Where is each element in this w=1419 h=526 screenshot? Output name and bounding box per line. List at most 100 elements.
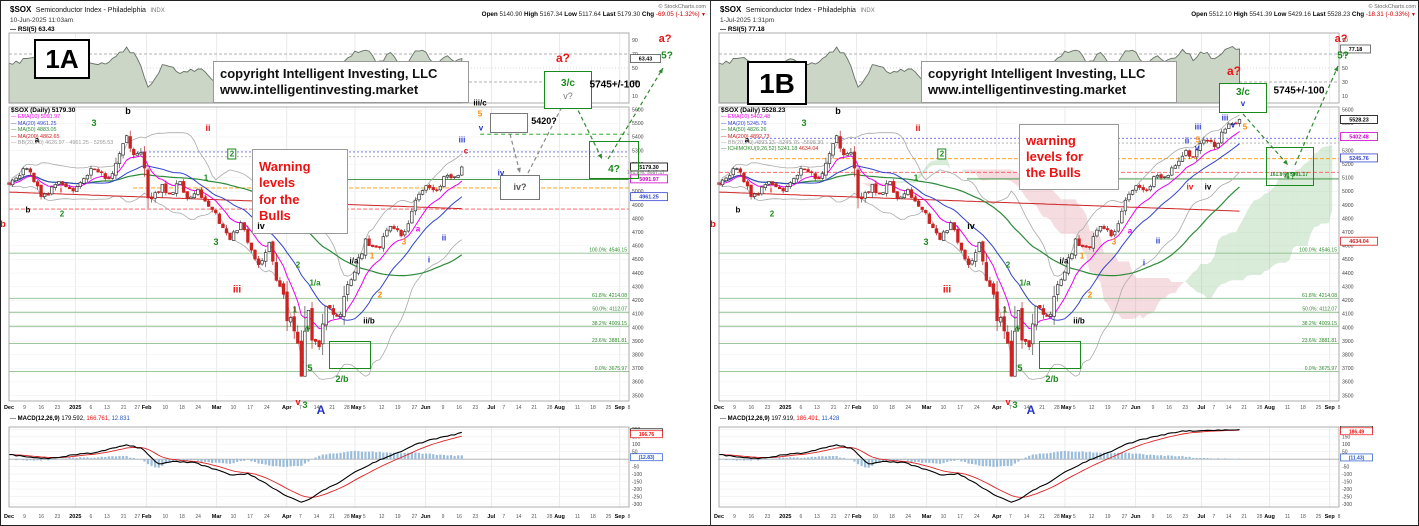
- x-tick-label: 17: [957, 405, 963, 411]
- svg-text:5600: 5600: [1342, 108, 1354, 114]
- symbol-name: Semiconductor Index - Philadelphia: [745, 7, 856, 14]
- x-tick-label: 9: [441, 514, 445, 520]
- svg-text:100: 100: [1342, 442, 1351, 448]
- x-tick-label: Jul: [1197, 405, 1206, 411]
- x-tick-label: 13: [104, 514, 110, 520]
- x-tick-label: Sep: [1324, 405, 1335, 411]
- x-tick-label: May: [350, 514, 362, 520]
- x-tick-label: Aug: [554, 514, 565, 520]
- price-panel: 100.0%: 4546.15 61.8%: 4214.08 50.0%: 4112…: [7, 106, 668, 402]
- x-tick-label: 27: [1121, 405, 1128, 411]
- x-tick-label: 14: [313, 514, 320, 520]
- x-tick-label: 16: [38, 405, 45, 411]
- x-tick-label: 12: [1088, 405, 1095, 411]
- svg-text:-150: -150: [632, 480, 642, 486]
- x-tick-label: Sep: [614, 514, 625, 520]
- x-tick-label: 18: [179, 514, 185, 520]
- x-tick-label: 7: [502, 514, 506, 520]
- svg-text:3600: 3600: [1342, 380, 1354, 386]
- svg-text:-50: -50: [632, 465, 639, 471]
- chart-header: $SOX Semiconductor Index - Philadelphia …: [10, 3, 165, 35]
- x-tick-label: 9: [733, 405, 736, 411]
- x-tick-label: Jul: [1197, 514, 1206, 520]
- x-tick-label: Sep: [614, 405, 625, 411]
- x-tick-label: 11: [1284, 405, 1291, 411]
- x-tick-label: 7: [1212, 514, 1216, 520]
- svg-text:23.6%: 3881.81: 23.6%: 3881.81: [592, 338, 627, 344]
- svg-text:38.2%: 4009.15: 38.2%: 4009.15: [1302, 321, 1337, 327]
- x-tick-label: 28: [1054, 514, 1060, 520]
- x-tick-label: 17: [247, 514, 253, 520]
- x-tick-label: 21: [1039, 405, 1045, 411]
- svg-text:-250: -250: [632, 495, 642, 501]
- svg-text:10: 10: [1342, 94, 1348, 100]
- svg-text:3700: 3700: [632, 366, 644, 372]
- x-tick-label: 14: [515, 514, 522, 520]
- x-tick-label: 9: [1151, 405, 1155, 411]
- x-tick-label: Feb: [851, 514, 862, 520]
- x-tick-label: 27: [134, 514, 141, 520]
- change-down-icon: ▼: [1409, 12, 1416, 18]
- x-tick-label: 21: [830, 405, 837, 411]
- svg-text:4200: 4200: [1342, 298, 1354, 304]
- x-tick-label: Dec: [3, 514, 15, 520]
- x-tick-label: 6: [799, 514, 803, 520]
- svg-text:5245.76: 5245.76: [1349, 156, 1369, 162]
- x-tick-label: 21: [1039, 514, 1045, 520]
- svg-text:4600: 4600: [632, 244, 644, 250]
- x-tick-label: 7: [1212, 405, 1216, 411]
- x-tick-label: 11: [574, 514, 581, 520]
- x-tick-label: 2025: [779, 405, 792, 411]
- x-tick-label: 5: [362, 514, 366, 520]
- x-tick-label: 25: [605, 405, 612, 411]
- svg-text:-300: -300: [632, 502, 642, 508]
- svg-text:3900: 3900: [632, 339, 644, 345]
- x-tick-label: 27: [844, 514, 851, 520]
- x-tick-label: 27: [1121, 514, 1128, 520]
- svg-text:-100: -100: [632, 472, 642, 478]
- x-tick-label: 12: [378, 514, 385, 520]
- svg-text:(11.43): (11.43): [1349, 455, 1365, 461]
- svg-text:4200: 4200: [632, 298, 644, 304]
- x-tick-label: 24: [905, 514, 911, 520]
- x-tick-label: 18: [1300, 405, 1306, 411]
- x-tick-label: 13: [104, 405, 110, 411]
- x-tick-label: 19: [1104, 514, 1111, 520]
- x-axis-bottom: Dec 9 16 23 2025 6 13 21 27 Feb 10 18 24 Mar 10 17 24 Apr…: [1, 512, 710, 525]
- svg-text:4800: 4800: [632, 216, 644, 222]
- svg-text:0.0%: 3675.97: 0.0%: 3675.97: [595, 366, 627, 372]
- x-tick-label: 27: [844, 405, 851, 411]
- x-tick-label: 27: [411, 405, 418, 411]
- svg-text:3600: 3600: [632, 380, 644, 386]
- svg-text:4800: 4800: [1342, 216, 1354, 222]
- x-tick-label: 28: [1054, 405, 1060, 411]
- svg-text:4100: 4100: [632, 312, 644, 318]
- svg-text:50: 50: [632, 66, 638, 72]
- svg-text:100: 100: [632, 442, 641, 448]
- svg-text:4300: 4300: [632, 284, 644, 290]
- svg-text:5300: 5300: [632, 148, 644, 154]
- svg-text:5500: 5500: [1342, 121, 1354, 127]
- svg-text:4961.25: 4961.25: [639, 195, 659, 201]
- x-tick-label: Dec: [713, 405, 725, 411]
- x-tick-label: 19: [394, 514, 401, 520]
- x-tick-label: 21: [830, 514, 837, 520]
- x-tick-label: 11: [1284, 514, 1291, 520]
- svg-text:30: 30: [1342, 80, 1348, 86]
- x-tick-label: Mar: [211, 514, 222, 520]
- svg-text:-300: -300: [1342, 502, 1352, 508]
- x-tick-label: 21: [531, 405, 537, 411]
- x-tick-label: 9: [23, 514, 26, 520]
- x-tick-label: 16: [1166, 405, 1172, 411]
- exchange: INDX: [860, 8, 875, 14]
- x-tick-label: 6: [89, 405, 93, 411]
- x-tick-label: Jun: [420, 514, 431, 520]
- x-tick-label: 23: [764, 405, 771, 411]
- svg-text:23.6%: 3881.81: 23.6%: 3881.81: [1302, 338, 1337, 344]
- svg-text:61.8%: 4214.08: 61.8%: 4214.08: [592, 293, 627, 299]
- svg-text:5500: 5500: [632, 121, 644, 127]
- rsi-legend: — RSI(5) 77.18: [720, 26, 765, 33]
- x-tick-label: Aug: [554, 405, 565, 411]
- svg-text:5528.23: 5528.23: [1349, 117, 1369, 123]
